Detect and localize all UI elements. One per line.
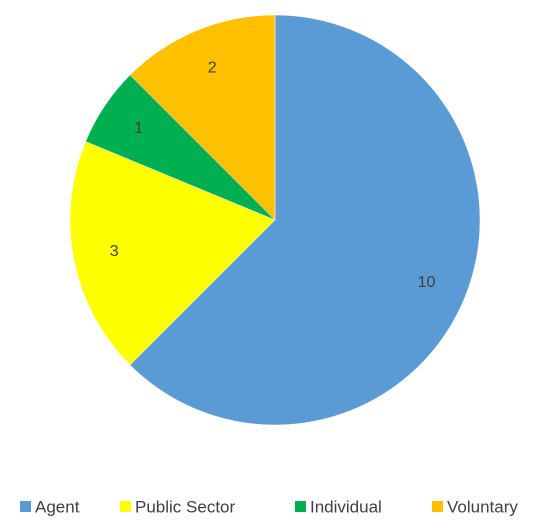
pie-slice [69,141,276,366]
legend-label: Individual [310,497,382,516]
legend-swatch [295,501,306,512]
legend-swatch [120,501,131,512]
data-label: 3 [110,243,119,260]
data-label: 1 [134,120,143,137]
legend-label: Public Sector [135,497,235,516]
data-label: 2 [208,60,217,77]
legend-label: Voluntary [447,497,518,516]
data-label: 10 [418,274,436,291]
legend-label: Agent [35,497,80,516]
pie-slice [129,14,481,426]
legend-swatch [20,501,31,512]
pie-slice [129,14,276,221]
legend-swatch [432,501,443,512]
